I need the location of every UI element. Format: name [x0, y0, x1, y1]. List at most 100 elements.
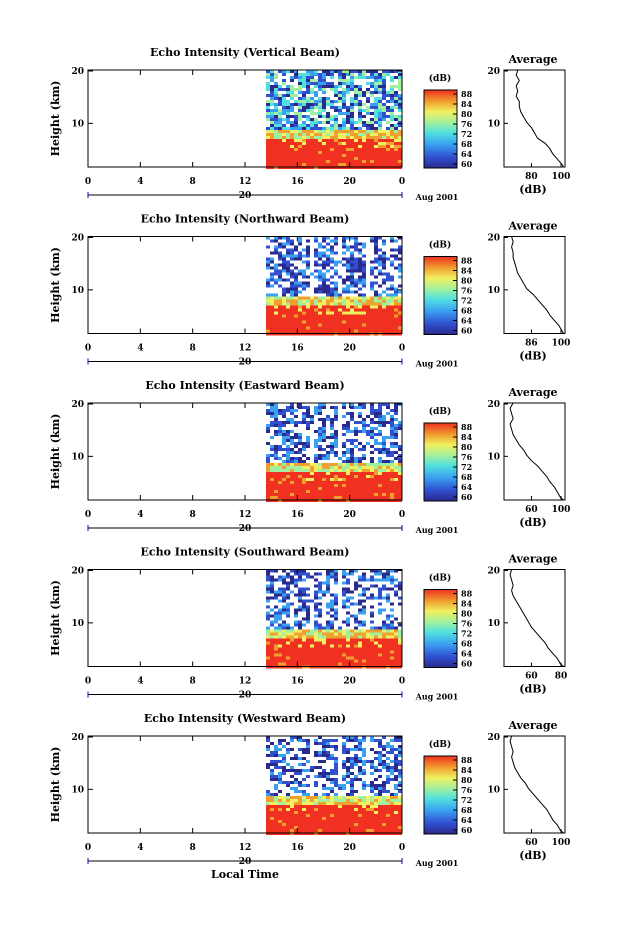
heatmap-cell [286, 820, 290, 823]
heatmap-cell [378, 305, 382, 309]
heatmap-cell [278, 427, 282, 430]
heatmap-cell [386, 599, 390, 603]
heatmap-cell [378, 433, 382, 436]
heatmap-cell [326, 472, 330, 475]
heatmap-cell [322, 115, 326, 118]
heatmap-cell [398, 496, 402, 499]
heatmap-cell [306, 436, 310, 439]
heatmap-cell [322, 802, 326, 805]
heatmap-cell [366, 88, 370, 91]
heatmap-cell [338, 805, 342, 808]
heatmap-cell [306, 469, 310, 472]
heatmap-cell [398, 88, 402, 91]
heatmap-cell [286, 94, 290, 97]
heatmap-cell [314, 112, 318, 115]
heatmap-cell [282, 287, 286, 291]
heatmap-cell [266, 614, 270, 618]
heatmap-cell [366, 808, 370, 811]
heatmap-cell [290, 662, 294, 666]
heatmap-cell [374, 311, 378, 315]
heatmap-cell [338, 662, 342, 666]
heatmap-cell [350, 641, 354, 645]
heatmap-cell [326, 127, 330, 130]
heatmap-cell [386, 472, 390, 475]
heatmap-cell [346, 311, 350, 315]
heatmap-cell [306, 314, 310, 318]
heatmap-cell [390, 490, 394, 493]
heatmap-cell [394, 490, 398, 493]
heatmap-cell [334, 817, 338, 820]
heatmap-cell [354, 154, 358, 157]
heatmap-cell [286, 127, 290, 130]
heatmap-cell [394, 653, 398, 657]
heatmap-cell [354, 320, 358, 324]
heatmap-cell [358, 742, 362, 745]
heatmap-cell [314, 623, 318, 627]
heatmap-cell [306, 829, 310, 832]
heatmap-cell [286, 251, 290, 255]
heatmap-cell [294, 424, 298, 427]
heatmap-cell [274, 799, 278, 802]
heatmap-cell [306, 484, 310, 487]
heatmap-cell [318, 662, 322, 666]
heatmap-cell [326, 641, 330, 645]
heatmap-cell [274, 317, 278, 321]
heatmap-cell [266, 808, 270, 811]
heatmap-cell [362, 275, 366, 279]
heatmap-cell [346, 130, 350, 133]
heatmap-cell [286, 320, 290, 324]
heatmap-cell [358, 826, 362, 829]
heatmap-cell [314, 799, 318, 802]
heatmap-cell [354, 569, 358, 573]
heatmap-cell [334, 617, 338, 621]
heatmap-cell [270, 308, 274, 312]
heatmap-cell [318, 278, 322, 282]
heatmap-cell [334, 569, 338, 573]
date-day-label: 20 [239, 857, 252, 867]
heatmap-cell [382, 487, 386, 490]
heatmap-cell [334, 469, 338, 472]
heatmap-cell [346, 412, 350, 415]
heatmap-cell [302, 94, 306, 97]
heatmap-cell [358, 463, 362, 466]
heatmap-cell [378, 442, 382, 445]
heatmap-cell [346, 638, 350, 642]
heatmap-cell [394, 406, 398, 409]
heatmap-cell [366, 472, 370, 475]
heatmap-cell [310, 82, 314, 85]
heatmap-cell [326, 775, 330, 778]
heatmap-cell [386, 94, 390, 97]
heatmap-cell [374, 808, 378, 811]
heatmap-cell [270, 154, 274, 157]
heatmap-cell [286, 641, 290, 645]
heatmap-cell [282, 430, 286, 433]
heatmap-cell [370, 320, 374, 324]
heatmap-cell [274, 472, 278, 475]
heatmap-cell [358, 157, 362, 160]
heatmap-cell [370, 284, 374, 288]
heatmap-cell [326, 130, 330, 133]
heatmap-cell [378, 466, 382, 469]
heatmap-cell [294, 266, 298, 270]
heatmap-data [266, 236, 402, 336]
heatmap-cell [338, 484, 342, 487]
heatmap-cell [294, 115, 298, 118]
heatmap-cell [270, 823, 274, 826]
heatmap-cell [386, 257, 390, 261]
heatmap-cell [386, 142, 390, 145]
heatmap-cell [390, 157, 394, 160]
heatmap-cell [274, 611, 278, 615]
heatmap-cell [362, 308, 366, 312]
heatmap-cell [302, 130, 306, 133]
heatmap-cell [270, 638, 274, 642]
heatmap-cell [306, 614, 310, 618]
heatmap-cell [302, 311, 306, 315]
heatmap-cell [306, 296, 310, 300]
heatmap-cell [354, 614, 358, 618]
heatmap-cell [302, 133, 306, 136]
heatmap-cell [270, 160, 274, 163]
heatmap-cell [370, 145, 374, 148]
heatmap-cell [294, 148, 298, 151]
heatmap-cell [370, 136, 374, 139]
heatmap-cell [362, 284, 366, 288]
